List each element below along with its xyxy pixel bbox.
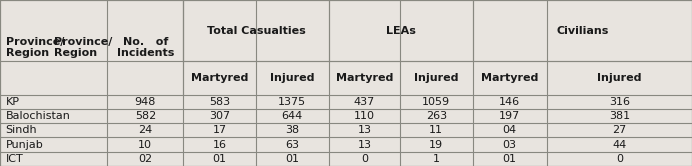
Text: 644: 644 bbox=[282, 111, 303, 121]
Text: 381: 381 bbox=[609, 111, 630, 121]
Text: 38: 38 bbox=[285, 125, 300, 135]
Text: 582: 582 bbox=[135, 111, 156, 121]
Text: 44: 44 bbox=[612, 140, 626, 150]
Text: KP: KP bbox=[6, 97, 19, 107]
Text: Injured: Injured bbox=[414, 73, 459, 83]
Text: 1059: 1059 bbox=[422, 97, 450, 107]
Text: Civilians: Civilians bbox=[556, 26, 608, 36]
Text: Sindh: Sindh bbox=[6, 125, 37, 135]
Text: 316: 316 bbox=[609, 97, 630, 107]
Text: 437: 437 bbox=[354, 97, 375, 107]
Text: Martyred: Martyred bbox=[481, 73, 538, 83]
Text: ICT: ICT bbox=[6, 154, 24, 164]
Text: 110: 110 bbox=[354, 111, 375, 121]
Text: 01: 01 bbox=[212, 154, 227, 164]
Text: 948: 948 bbox=[135, 97, 156, 107]
Text: 10: 10 bbox=[138, 140, 152, 150]
Text: 263: 263 bbox=[426, 111, 447, 121]
Text: 04: 04 bbox=[502, 125, 517, 135]
Text: Injured: Injured bbox=[270, 73, 315, 83]
Text: Punjab: Punjab bbox=[6, 140, 44, 150]
Text: 146: 146 bbox=[499, 97, 520, 107]
Text: Province/
Region: Province/ Region bbox=[54, 37, 112, 58]
Text: 02: 02 bbox=[138, 154, 152, 164]
Text: 13: 13 bbox=[357, 125, 372, 135]
Text: Balochistan: Balochistan bbox=[6, 111, 71, 121]
Text: 03: 03 bbox=[502, 140, 517, 150]
Text: 24: 24 bbox=[138, 125, 152, 135]
Text: 197: 197 bbox=[499, 111, 520, 121]
Text: Martyred: Martyred bbox=[191, 73, 248, 83]
Text: 11: 11 bbox=[429, 125, 444, 135]
Text: 0: 0 bbox=[616, 154, 623, 164]
Text: 01: 01 bbox=[285, 154, 300, 164]
Text: 583: 583 bbox=[209, 97, 230, 107]
Text: LEAs: LEAs bbox=[385, 26, 416, 36]
Text: 01: 01 bbox=[502, 154, 517, 164]
Text: 1: 1 bbox=[432, 154, 440, 164]
Text: 27: 27 bbox=[612, 125, 626, 135]
Text: Martyred: Martyred bbox=[336, 73, 393, 83]
Text: 13: 13 bbox=[357, 140, 372, 150]
Text: Injured: Injured bbox=[597, 73, 641, 83]
Text: 307: 307 bbox=[209, 111, 230, 121]
Text: 63: 63 bbox=[285, 140, 300, 150]
Text: 16: 16 bbox=[212, 140, 227, 150]
Text: Total Casualties: Total Casualties bbox=[207, 26, 305, 36]
Text: 19: 19 bbox=[429, 140, 444, 150]
Text: 1375: 1375 bbox=[278, 97, 307, 107]
Text: 17: 17 bbox=[212, 125, 227, 135]
Text: No.   of
Incidents: No. of Incidents bbox=[117, 37, 174, 58]
Text: Province/
Region: Province/ Region bbox=[6, 37, 64, 58]
Text: 0: 0 bbox=[361, 154, 368, 164]
